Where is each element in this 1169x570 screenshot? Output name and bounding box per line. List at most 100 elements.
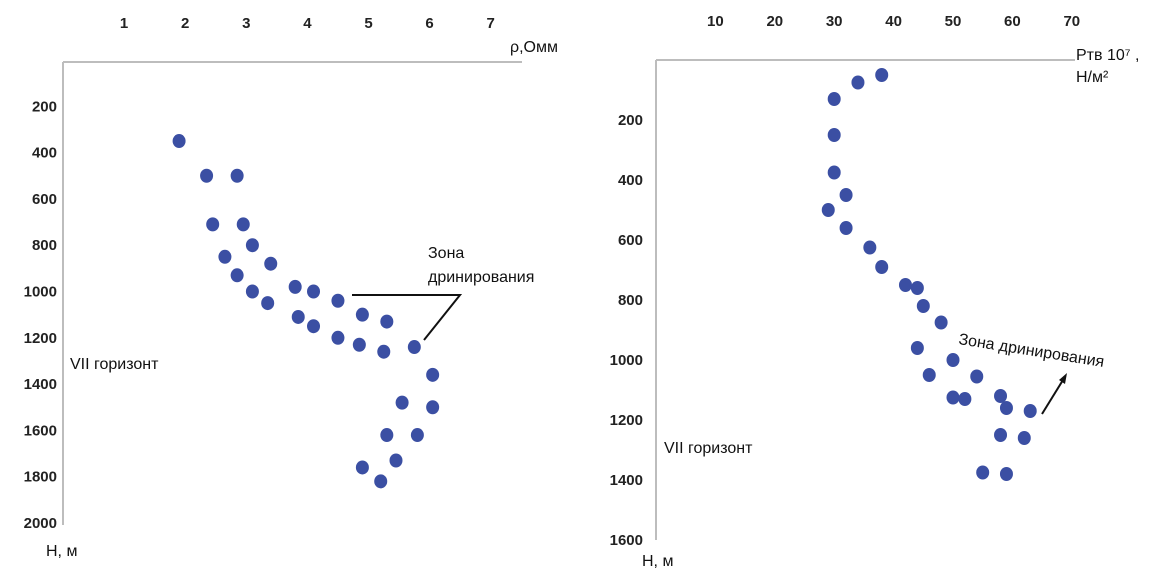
left-y-axis-label: Н, м: [46, 543, 77, 560]
left-data-points: [172, 134, 440, 489]
right-y-tick-1: 400: [618, 172, 643, 189]
right-x-tick-3: 40: [885, 13, 902, 30]
right-y-tick-0: 200: [618, 112, 643, 129]
right-y-tick-4: 1000: [610, 352, 643, 369]
left-data-point-25: [380, 428, 394, 443]
right-data-point-22: [1023, 404, 1037, 418]
right-data-point-7: [839, 221, 853, 235]
right-data-point-9: [875, 260, 889, 274]
right-data-point-25: [976, 465, 990, 480]
right-horizon-label: VII горизонт: [664, 440, 753, 457]
right-y-tick-labels: 200 400 600 800 1000 1200 1400 1600: [610, 112, 643, 549]
right-data-point-26: [999, 467, 1013, 481]
left-x-tick-5: 6: [425, 15, 433, 32]
left-data-point-13: [331, 293, 345, 308]
right-data-point-1: [851, 75, 865, 90]
left-data-point-22: [426, 367, 440, 382]
left-data-point-2: [230, 168, 244, 183]
right-data-point-14: [910, 341, 924, 355]
left-data-point-1: [200, 168, 214, 183]
right-data-point-4: [827, 165, 841, 180]
right-data-point-17: [970, 369, 984, 384]
right-data-point-24: [1017, 431, 1031, 445]
right-annotation: Зона дринирования: [957, 331, 1105, 371]
left-data-point-10: [261, 296, 275, 311]
left-data-point-26: [410, 428, 424, 443]
right-x-tick-5: 60: [1004, 13, 1021, 30]
right-data-point-21: [999, 401, 1013, 415]
left-data-point-0: [172, 134, 186, 149]
right-data-point-10: [898, 278, 912, 292]
left-x-tick-0: 1: [120, 15, 128, 32]
right-data-points: [821, 68, 1037, 481]
left-horizon-label: VII горизонт: [70, 356, 159, 373]
right-data-point-5: [839, 188, 853, 202]
right-x-tick-labels: 10 20 30 40 50 60 70: [707, 13, 1080, 30]
left-data-point-28: [355, 460, 369, 475]
right-x-axis-unit: Н/м²: [1076, 69, 1109, 86]
right-x-tick-1: 20: [766, 13, 783, 30]
right-data-point-13: [934, 315, 948, 330]
left-data-point-3: [206, 217, 220, 232]
left-y-tick-0: 200: [32, 98, 57, 115]
right-data-point-18: [946, 390, 960, 405]
left-data-point-19: [380, 314, 394, 329]
right-x-tick-2: 30: [826, 13, 843, 30]
right-annotation-pointer: [1041, 379, 1064, 415]
left-data-point-8: [230, 268, 244, 283]
left-data-point-6: [245, 238, 259, 253]
left-data-point-20: [377, 344, 391, 359]
left-data-point-15: [307, 319, 321, 334]
right-chart: 10 20 30 40 50 60 70 200 400 600 800 1000 1200 1400 1…: [610, 13, 1140, 570]
right-y-tick-3: 800: [618, 292, 643, 309]
left-x-tick-3: 4: [303, 15, 312, 32]
right-x-tick-4: 50: [945, 13, 962, 30]
right-data-point-12: [916, 299, 930, 313]
left-y-tick-3: 800: [32, 237, 57, 254]
right-x-tick-0: 10: [707, 13, 724, 30]
left-data-point-16: [331, 330, 345, 345]
left-x-tick-1: 2: [181, 15, 189, 32]
right-data-point-23: [994, 428, 1008, 442]
left-data-point-21: [407, 340, 421, 355]
right-data-point-11: [910, 281, 924, 295]
left-y-tick-9: 2000: [24, 515, 57, 532]
left-data-point-12: [307, 284, 321, 299]
left-data-point-5: [218, 249, 232, 264]
left-y-tick-2: 600: [32, 191, 57, 208]
left-y-tick-4: 1000: [24, 284, 57, 301]
left-data-point-14: [291, 309, 305, 324]
right-data-point-15: [946, 353, 960, 367]
left-chart: 1 2 3 4 5 6 7 200 400 600 800 1000 1200 1400 1600 1800…: [24, 15, 558, 560]
right-data-point-3: [827, 128, 841, 142]
left-data-point-11: [288, 279, 302, 294]
right-data-point-0: [875, 68, 889, 82]
right-data-point-16: [922, 368, 936, 382]
left-data-point-9: [245, 284, 259, 299]
left-data-point-27: [389, 453, 403, 468]
left-annotation-line1: Зона: [428, 245, 464, 262]
right-data-point-19: [958, 392, 972, 406]
left-annotation-pointer: [352, 294, 463, 341]
right-x-axis-label: Ртв 10⁷ ,: [1076, 47, 1139, 64]
left-y-tick-6: 1400: [24, 376, 57, 393]
left-x-tick-2: 3: [242, 15, 250, 32]
left-x-axis-label: ρ,Омм: [510, 39, 558, 56]
left-x-tick-labels: 1 2 3 4 5 6 7: [120, 15, 495, 32]
left-y-tick-5: 1200: [24, 330, 57, 347]
right-y-tick-6: 1400: [610, 472, 643, 489]
left-y-tick-7: 1600: [24, 422, 57, 439]
left-data-point-24: [426, 400, 440, 415]
left-annotation-line2: дринирования: [428, 269, 534, 286]
left-data-point-18: [352, 337, 366, 352]
left-x-tick-4: 5: [364, 15, 372, 32]
left-data-point-29: [374, 474, 388, 489]
left-y-tick-labels: 200 400 600 800 1000 1200 1400 1600 1800 2000: [24, 98, 57, 532]
right-data-point-6: [821, 203, 835, 217]
left-data-point-17: [355, 307, 369, 322]
left-y-tick-1: 400: [32, 145, 57, 162]
left-x-tick-6: 7: [487, 15, 495, 32]
left-data-point-4: [236, 217, 250, 232]
left-y-tick-8: 1800: [24, 469, 57, 486]
